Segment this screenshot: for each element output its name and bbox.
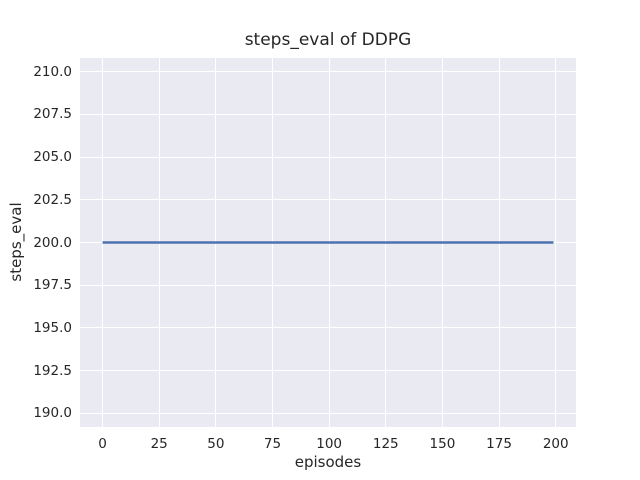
x-tick-label: 0: [98, 436, 107, 452]
plot-area: [80, 58, 576, 427]
gridline-horizontal: [80, 327, 576, 329]
x-tick-label: 25: [150, 436, 168, 452]
gridline-horizontal: [80, 199, 576, 201]
gridline-horizontal: [80, 412, 576, 414]
x-tick-label: 200: [542, 436, 569, 452]
x-axis-label: episodes: [294, 453, 362, 471]
y-tick-label: 195.0: [33, 319, 72, 336]
gridline-horizontal: [80, 370, 576, 372]
x-tick-label: 75: [263, 436, 282, 452]
x-tick-label: 50: [207, 436, 225, 452]
x-tick-label: 125: [372, 436, 399, 452]
y-tick-label: 190.0: [33, 405, 72, 422]
y-tick-label: 202.5: [33, 191, 72, 208]
y-tick-label: 200.0: [33, 234, 72, 251]
x-tick-label: 100: [316, 436, 343, 452]
y-tick-label: 210.0: [33, 63, 72, 80]
y-tick-label: 192.5: [33, 362, 72, 379]
gridline-horizontal: [80, 284, 576, 286]
y-tick-label: 197.5: [33, 277, 72, 294]
y-tick-label: 207.5: [33, 106, 72, 123]
x-tick-label: 175: [486, 436, 512, 452]
y-tick-label: 205.0: [33, 149, 72, 166]
series-layer: [102, 241, 554, 244]
gridline-horizontal: [80, 156, 576, 158]
x-tick-label: 150: [429, 436, 456, 452]
gridline-horizontal: [80, 71, 576, 73]
chart-title: steps_eval of DDPG: [244, 30, 412, 50]
gridline-horizontal: [80, 113, 576, 115]
